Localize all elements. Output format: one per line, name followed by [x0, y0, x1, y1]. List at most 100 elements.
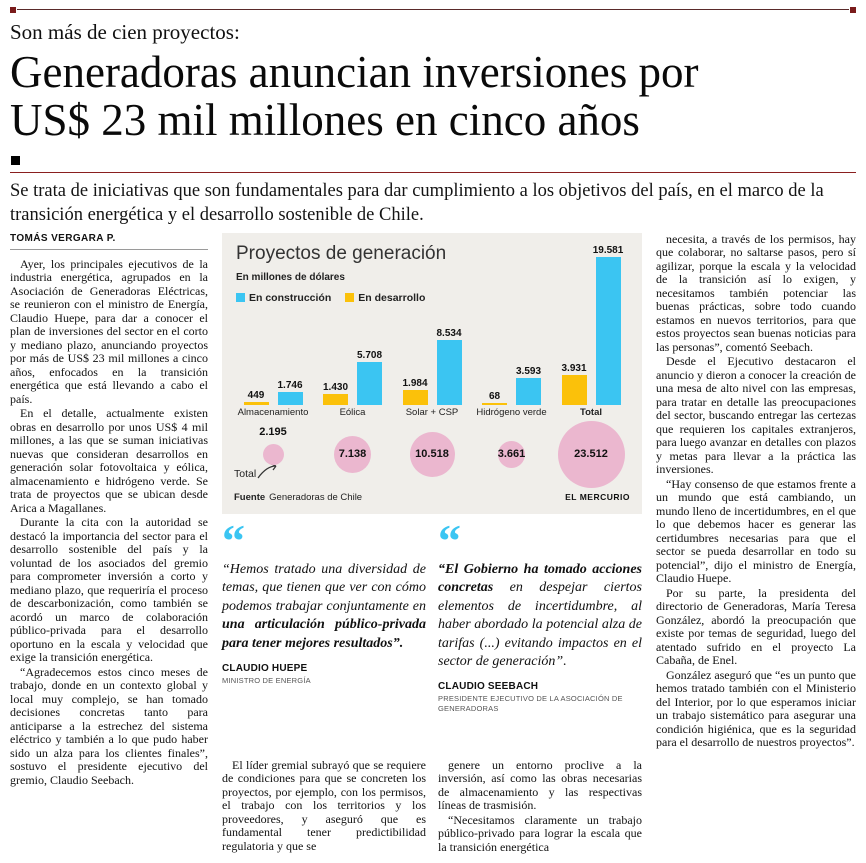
total-value: 7.138	[338, 448, 367, 461]
bar	[402, 389, 428, 405]
paragraph: Por su parte, la presidenta del director…	[656, 585, 856, 668]
total-bubble	[557, 420, 625, 488]
quote-icon: “	[222, 514, 245, 566]
deck: Se trata de iniciativas que son fundamen…	[10, 181, 824, 225]
category-label: Almacenamiento	[237, 406, 309, 418]
quotes-and-text: “ “Hemos tratado una diversidad de temas…	[222, 514, 642, 855]
legend-label: En desarrollo	[358, 291, 426, 304]
bar-group: 1.430 5.708	[314, 350, 392, 405]
quote-text: “Hemos tratado una diversidad de temas, …	[222, 561, 426, 653]
category-label: Eólica	[339, 406, 366, 418]
bar-group: 449 1.746	[234, 380, 312, 405]
bar	[482, 402, 507, 405]
quote-role: PRESIDENTE EJECUTIVO DE LA ASOCIACIÓN DE…	[438, 694, 623, 714]
paragraph: Desde el Ejecutivo destacaron el anuncio…	[656, 354, 856, 477]
bar-group: 1.984 8.534	[393, 328, 471, 405]
bar-value-label: 1.984	[402, 377, 428, 389]
quote-text-segment: una articulación público-privada para te…	[222, 617, 426, 651]
quote-icon: “	[438, 514, 461, 566]
generation-projects-chart: Proyectos de generación En millones de d…	[222, 232, 642, 514]
quote-text-segment: en despejar ciertos elementos de incerti…	[438, 580, 643, 669]
headline: Generadoras anuncian inversiones por US$…	[10, 47, 856, 145]
quote-author: CLAUDIO SEEBACH	[438, 681, 539, 693]
source-name: Generadoras de Chile	[269, 492, 363, 504]
rule-end-square	[10, 6, 16, 13]
legend-swatch	[345, 293, 355, 303]
bar-value-label: 1.430	[322, 381, 349, 393]
total-value: 10.518	[415, 448, 449, 461]
quote-text: “El Gobierno ha tomado acciones concreta…	[438, 561, 642, 672]
bar-column: 1.430	[320, 382, 352, 405]
paragraph: “Hay consenso de que estamos frente a un…	[656, 476, 856, 586]
rule-end-square	[850, 6, 856, 13]
article-body: TOMÁS VERGARA P. Ayer, los principales e…	[10, 232, 856, 855]
category-label: Hidrógeno verde	[476, 406, 547, 418]
total-bubble	[409, 431, 455, 477]
total-value: 2.195	[259, 426, 287, 439]
bar-column: 68	[479, 391, 511, 405]
bar-column: 3.931	[558, 363, 590, 405]
quote-block-huepe: “ “Hemos tratado una diversidad de temas…	[222, 514, 426, 759]
paragraph: “Necesitamos claramente un trabajo públi…	[438, 812, 642, 854]
category-label: Total	[580, 406, 602, 418]
bar-value-label: 8.534	[436, 327, 462, 339]
bar-column: 449	[240, 390, 272, 405]
column-middle: Proyectos de generación En millones de d…	[222, 232, 642, 855]
bar-value-label: 5.708	[356, 349, 383, 361]
bar	[277, 391, 303, 405]
quote-role: MINISTRO DE ENERGÍA	[222, 675, 311, 685]
categories-row: Almacenamiento Eólica Solar + CSP Hidrógeno…	[234, 406, 630, 418]
bars-row: 449 1.746 1.430 5.708 1.984 8.534 68 3.593 3.931…	[234, 243, 630, 405]
chart-source: Fuente Generadoras de Chile	[234, 492, 362, 503]
total-value: 23.512	[574, 448, 608, 461]
quote-text-segment: “Hemos tratado una diversidad de temas, …	[222, 561, 426, 614]
top-rule	[10, 6, 856, 13]
chart-subtitle: En millones de dólares	[236, 271, 345, 283]
total-pointer-label: Total	[234, 468, 257, 481]
bar	[516, 377, 541, 405]
category-label: Solar + CSP	[405, 406, 459, 418]
bar-value-label: 449	[247, 389, 265, 401]
column-mid-right: “ “El Gobierno ha tomado acciones concre…	[438, 514, 642, 855]
bar	[561, 374, 587, 405]
chart-header: Proyectos de generación En millones de d…	[236, 243, 446, 304]
chart-source-row: Fuente Generadoras de Chile EL MERCURIO	[234, 492, 630, 503]
rule-line	[17, 9, 849, 10]
bar	[357, 361, 382, 405]
bar	[323, 393, 348, 405]
bar-column: 19.581	[592, 245, 624, 405]
legend-item: En construcción	[236, 292, 331, 304]
newspaper-credit: EL MERCURIO	[565, 492, 630, 503]
bar	[436, 339, 462, 405]
bar-column: 1.746	[274, 380, 306, 405]
bar-column: 8.534	[433, 328, 465, 405]
bubble-slot: 10.518	[393, 422, 471, 486]
bubbles-row: Total 2.195 7.138 10.518 3.661 23.512	[234, 420, 630, 488]
chart-title: Proyectos de generación	[236, 242, 447, 264]
headline-line-1: Generadoras anuncian inversiones por	[10, 47, 699, 97]
paragraph: En el detalle, actualmente existen obras…	[10, 406, 208, 515]
bar-column: 3.593	[513, 366, 545, 405]
kicker: Son más de cien proyectos:	[10, 20, 240, 44]
legend-label: En construcción	[249, 291, 332, 304]
headline-line-2: US$ 23 mil millones en cinco años	[10, 94, 640, 145]
bar-value-label: 68	[488, 390, 501, 402]
bar-group: 68 3.593	[473, 366, 551, 405]
bar	[243, 401, 269, 405]
bubble-slot: 2.195	[234, 422, 312, 486]
bubble-slot: 7.138	[314, 422, 392, 486]
bar	[595, 256, 621, 405]
column-mid-left: “ “Hemos tratado una diversidad de temas…	[222, 514, 426, 855]
column-right: necesita, a través de los permisos, hay …	[656, 232, 856, 855]
bubble-slot: 3.661	[473, 422, 551, 486]
quote-author: CLAUDIO HUEPE	[222, 662, 308, 674]
total-value: 3.661	[497, 448, 526, 461]
byline: TOMÁS VERGARA P.	[10, 233, 208, 250]
total-bubble	[498, 440, 525, 468]
paragraph: Durante la cita con la autoridad se dest…	[10, 515, 208, 665]
legend-swatch	[236, 293, 245, 303]
bar-group: 3.931 19.581	[552, 245, 630, 405]
column-left: TOMÁS VERGARA P. Ayer, los principales e…	[10, 233, 208, 855]
bar-value-label: 19.581	[592, 244, 624, 256]
